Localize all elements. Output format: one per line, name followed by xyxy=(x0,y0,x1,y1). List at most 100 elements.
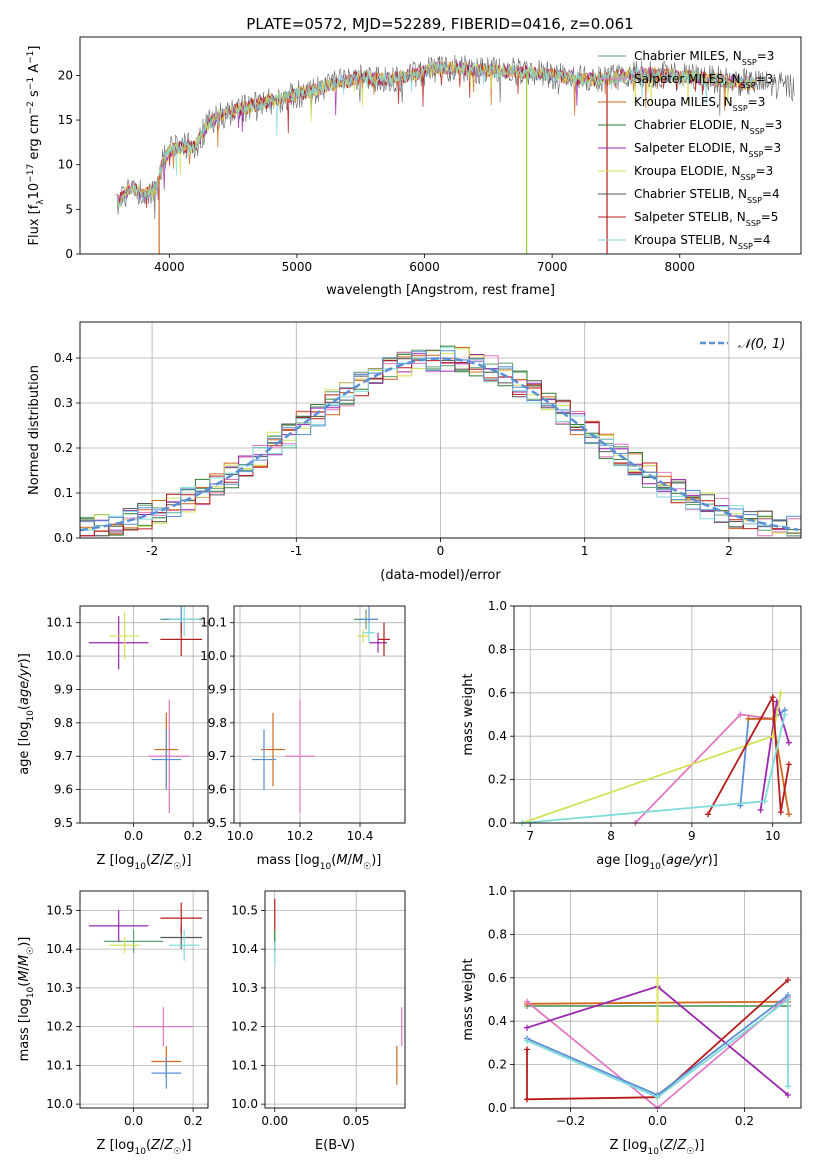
hist-series xyxy=(80,345,801,537)
legend-label: Chabrier ELODIE, NSSP=3 xyxy=(634,118,782,136)
y-tick-label: 0.4 xyxy=(54,351,73,365)
age_vs_mass-points xyxy=(252,606,390,813)
mass_vs_EBV-points xyxy=(274,898,403,1085)
legend-label: Kroupa MILES, NSSP=3 xyxy=(634,95,765,113)
x-tick-label: 10.0 xyxy=(227,829,254,843)
mass-vs-Z-xlabel: Z [log10(Z/Z☉)] xyxy=(97,1138,192,1157)
plus-marker xyxy=(781,711,788,718)
y-tick-label: 9.7 xyxy=(54,749,73,763)
mass-vs-Z-ylabel: mass [log10(M/M☉)] xyxy=(17,937,36,1062)
y-tick-label: 10.0 xyxy=(46,1097,73,1111)
mass_vs_Z-frame xyxy=(79,890,209,1109)
y-tick-label: 9.9 xyxy=(208,682,227,696)
x-tick-label: 2 xyxy=(725,544,733,558)
x-tick-label: 10.4 xyxy=(347,829,374,843)
y-tick-label: 10.1 xyxy=(200,616,227,630)
plus-marker xyxy=(654,974,661,981)
y-tick-label: 0.0 xyxy=(54,531,73,545)
x-tick-label: 7000 xyxy=(537,260,568,274)
spectrum-legend: Chabrier MILES, NSSP=3 Salpeter MILES, NS… xyxy=(598,49,782,251)
x-tick-label: -1 xyxy=(290,544,302,558)
plus-marker xyxy=(769,694,776,701)
y-tick-label: 0 xyxy=(65,247,73,261)
legend-label: Kroupa ELODIE, NSSP=3 xyxy=(634,164,773,182)
x-tick-label: 0.0 xyxy=(648,1114,667,1128)
x-tick-label: 5000 xyxy=(282,260,313,274)
massweight_vs_Z-lines xyxy=(524,974,791,1111)
hist-xlabel: (data-model)/error xyxy=(380,568,501,583)
spectrum-ylabel: Flux [fλ10−17 erg cm−2 s−1 A−1] xyxy=(26,46,46,246)
x-tick-label: 8 xyxy=(607,829,615,843)
x-tick-label: 0.2 xyxy=(735,1114,754,1128)
y-tick-label: 0.8 xyxy=(488,642,507,656)
y-tick-label: 10.3 xyxy=(46,981,73,995)
plus-marker xyxy=(784,1083,791,1090)
y-tick-label: 0.4 xyxy=(488,1014,507,1028)
plus-marker xyxy=(524,1046,531,1053)
mass_vs_EBV-frame xyxy=(264,890,406,1109)
mass_vs_EBV-axes xyxy=(261,891,405,1112)
chart-title: PLATE=0572, MJD=52289, FIBERID=0416, z=0… xyxy=(246,15,633,33)
mw-Z-xlabel: Z [log10(Z/Z☉)] xyxy=(610,1138,705,1157)
y-tick-label: 0.3 xyxy=(54,396,73,410)
y-tick-label: 0.1 xyxy=(54,486,73,500)
age_vs_Z-axes xyxy=(76,606,208,827)
spectrum-xlabel: wavelength [Angstrom, rest frame] xyxy=(326,283,555,298)
y-tick-label: 10.5 xyxy=(231,903,258,917)
y-tick-label: 20 xyxy=(58,68,73,82)
age-vs-mass-xlabel: mass [log10(M/M☉)] xyxy=(257,853,382,872)
mass-weight-series xyxy=(707,693,790,815)
hist-series xyxy=(80,349,801,537)
y-tick-label: 0.0 xyxy=(488,1101,507,1115)
hist-ylabel: Normed distribution xyxy=(27,365,42,495)
spectrum-lines xyxy=(115,54,795,254)
plus-marker xyxy=(524,1037,531,1044)
age-vs-Z-ylabel: age [log10(age/yr)] xyxy=(17,653,36,775)
y-tick-label: 9.5 xyxy=(54,816,73,830)
hist-series xyxy=(80,353,801,537)
hist-series xyxy=(80,346,801,537)
y-tick-label: 10.0 xyxy=(231,1097,258,1111)
plus-marker xyxy=(524,1024,531,1031)
legend-label: Salpeter STELIB, NSSP=5 xyxy=(634,210,778,228)
x-tick-label: 0 xyxy=(437,544,445,558)
plus-marker xyxy=(777,809,784,816)
massweight_vs_age-ylabel: mass weight xyxy=(461,673,476,755)
hist-series xyxy=(80,359,801,537)
legend-label: Chabrier STELIB, NSSP=4 xyxy=(634,187,780,205)
plus-marker xyxy=(654,1018,661,1025)
y-tick-label: 9.5 xyxy=(208,816,227,830)
plus-marker xyxy=(761,798,768,805)
y-tick-label: 9.8 xyxy=(54,716,73,730)
y-tick-label: 10.5 xyxy=(46,903,73,917)
mw-age-xlabel: age [log10(age/yr)] xyxy=(596,853,718,872)
legend-label: Salpeter ELODIE, NSSP=3 xyxy=(634,141,781,159)
spectrum-frame xyxy=(79,36,802,255)
plus-marker xyxy=(745,715,752,722)
plus-marker xyxy=(785,811,792,818)
mass-vs-EBV-xlabel: E(B-V) xyxy=(315,1138,355,1153)
age_vs_mass-frame xyxy=(233,605,406,824)
plus-marker xyxy=(785,739,792,746)
y-tick-label: 10.4 xyxy=(231,942,258,956)
y-tick-label: 0.2 xyxy=(488,1058,507,1072)
y-tick-label: 0.0 xyxy=(488,816,507,830)
mass_vs_Z-points xyxy=(88,902,203,1089)
x-tick-label: 0.0 xyxy=(124,829,143,843)
plus-marker xyxy=(654,1094,661,1101)
plus-marker xyxy=(705,811,712,818)
y-tick-label: 10.1 xyxy=(46,616,73,630)
y-tick-label: 10.4 xyxy=(46,942,73,956)
legend-label: Kroupa STELIB, NSSP=4 xyxy=(634,233,771,251)
hist-lines xyxy=(80,345,801,537)
spectrum-series-ks xyxy=(117,61,757,207)
y-tick-label: 9.9 xyxy=(54,682,73,696)
spectrum-axes xyxy=(76,74,681,258)
mass_vs_Z-axes xyxy=(76,891,208,1112)
plus-marker xyxy=(777,689,784,696)
plus-marker xyxy=(524,998,531,1005)
x-tick-label: 4000 xyxy=(154,260,185,274)
x-tick-label: 10 xyxy=(765,829,780,843)
legend-label: Chabrier MILES, NSSP=3 xyxy=(634,49,774,67)
y-tick-label: 10.2 xyxy=(46,1020,73,1034)
